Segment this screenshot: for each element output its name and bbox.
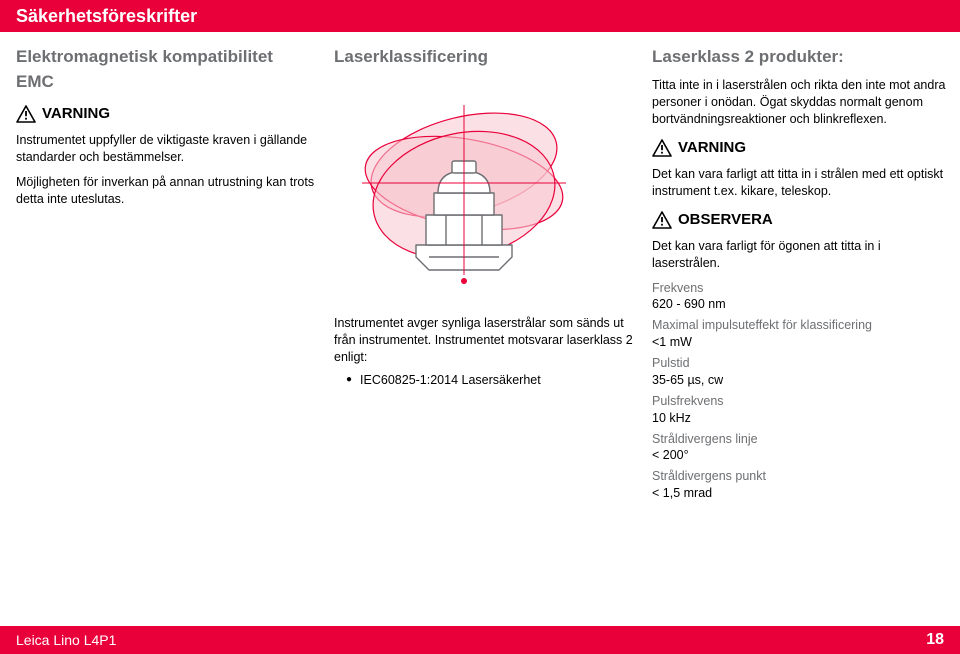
- header-title: Säkerhetsföreskrifter: [16, 6, 197, 27]
- warning-icon: [652, 211, 672, 229]
- warning-label-2: OBSERVERA: [678, 210, 773, 230]
- spec-value: 10 kHz: [652, 410, 952, 427]
- emc-title-2: EMC: [16, 71, 316, 94]
- spec-value: < 1,5 mrad: [652, 485, 952, 502]
- laser-class-title: Laserklassificering: [334, 46, 634, 69]
- footer-product: Leica Lino L4P1: [16, 632, 116, 648]
- main-content: Elektromagnetisk kompatibilitet EMC VARN…: [0, 32, 960, 502]
- laser-diagram: [334, 75, 594, 305]
- footer-page-number: 18: [926, 631, 944, 649]
- warning-label-1: VARNING: [678, 138, 746, 158]
- standard-text: IEC60825-1:2014 Lasersäkerhet: [360, 372, 541, 389]
- spec-label: Stråldivergens punkt: [652, 468, 952, 485]
- column-emc: Elektromagnetisk kompatibilitet EMC VARN…: [16, 46, 316, 502]
- laser2-paragraph-2: Det kan vara farligt att titta in i strå…: [652, 166, 952, 200]
- spec-value: 620 - 690 nm: [652, 296, 952, 313]
- laser-class-paragraph: Instrumentet avger synliga laserstrålar …: [334, 315, 634, 366]
- emc-title-1: Elektromagnetisk kompatibilitet: [16, 46, 316, 69]
- spec-label: Maximal impulsuteffekt för klassificerin…: [652, 317, 952, 334]
- header-bar: Säkerhetsföreskrifter: [0, 0, 960, 32]
- warning-row-laser-1: VARNING: [652, 138, 952, 158]
- spec-value: <1 mW: [652, 334, 952, 351]
- spec-value: 35-65 µs, cw: [652, 372, 952, 389]
- laser2-title: Laserklass 2 produkter:: [652, 46, 952, 69]
- spec-label: Frekvens: [652, 280, 952, 297]
- warning-row-emc: VARNING: [16, 104, 316, 124]
- specs-block: Frekvens 620 - 690 nm Maximal impulsutef…: [652, 280, 952, 503]
- emc-paragraph-1: Instrumentet uppfyller de viktigaste kra…: [16, 132, 316, 166]
- warning-icon: [16, 105, 36, 123]
- bullet-icon: ●: [346, 372, 352, 389]
- warning-row-laser-2: OBSERVERA: [652, 210, 952, 230]
- standard-bullet: ● IEC60825-1:2014 Lasersäkerhet: [346, 372, 634, 389]
- spec-label: Pulsfrekvens: [652, 393, 952, 410]
- warning-label-emc: VARNING: [42, 104, 110, 124]
- warning-icon: [652, 139, 672, 157]
- laser2-paragraph-3: Det kan vara farligt för ögonen att titt…: [652, 238, 952, 272]
- column-laser-class: Laserklassificering: [334, 46, 634, 502]
- emc-paragraph-2: Möjligheten för inverkan på annan utrust…: [16, 174, 316, 208]
- spec-label: Stråldivergens linje: [652, 431, 952, 448]
- footer-bar: Leica Lino L4P1 18: [0, 626, 960, 654]
- spec-value: < 200°: [652, 447, 952, 464]
- laser2-paragraph-1: Titta inte in i laserstrålen och rikta d…: [652, 77, 952, 128]
- column-laser-products: Laserklass 2 produkter: Titta inte in i …: [652, 46, 952, 502]
- spec-label: Pulstid: [652, 355, 952, 372]
